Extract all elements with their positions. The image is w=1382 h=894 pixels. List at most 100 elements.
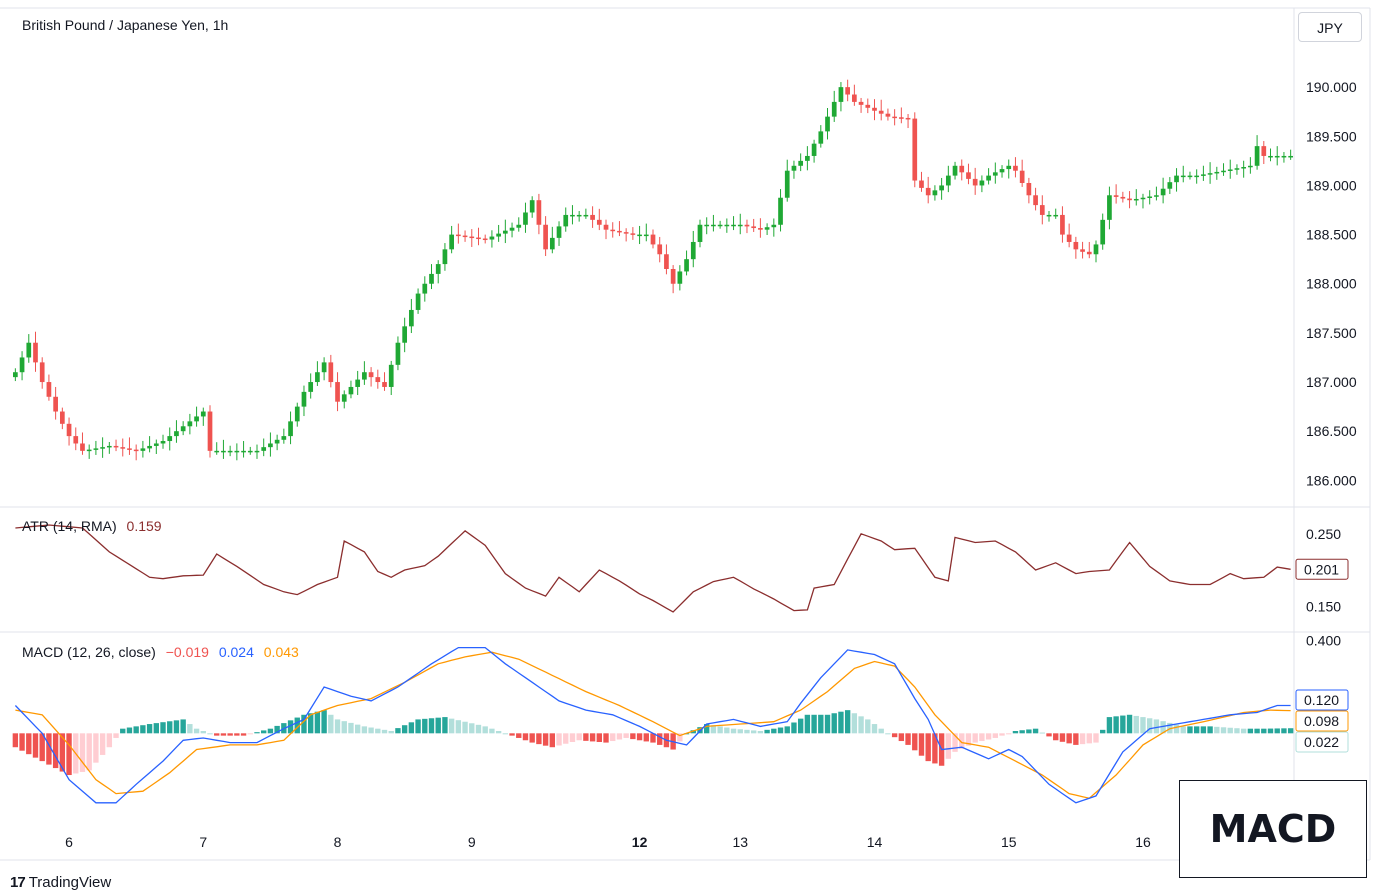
time-tick-label: 12	[632, 834, 648, 850]
histogram-bar	[1200, 726, 1207, 734]
histogram-bar	[240, 733, 247, 736]
candle-body	[1013, 165, 1018, 171]
footer[interactable]: 17 TradingView	[10, 872, 111, 892]
histogram-bar	[1180, 726, 1186, 734]
candle-body	[523, 212, 528, 225]
candle-body	[892, 116, 897, 119]
candle-body	[335, 382, 340, 402]
histogram-bar	[334, 719, 341, 734]
histogram-bar	[522, 733, 529, 741]
macd-last-badge-text: 0.120	[1304, 692, 1339, 708]
candle-body	[690, 241, 696, 260]
histogram-bar	[610, 733, 616, 742]
histogram-bar	[898, 733, 905, 742]
candle-body	[838, 87, 844, 102]
candle-body	[281, 436, 287, 440]
histogram-bar	[1140, 717, 1146, 734]
histogram-bar	[972, 733, 978, 743]
candle-body	[66, 423, 72, 437]
histogram-bar	[1160, 721, 1166, 734]
histogram-bar	[1173, 724, 1180, 734]
candle-body	[241, 450, 246, 453]
histogram-bar	[247, 733, 253, 735]
candle-body	[415, 293, 421, 310]
candle-body	[919, 180, 924, 188]
candle-body	[489, 236, 495, 240]
histogram-bar	[509, 733, 515, 736]
candle-body	[825, 116, 830, 132]
atr-value: 0.159	[127, 518, 162, 534]
candle-body	[1100, 219, 1106, 245]
candle-body	[932, 190, 938, 196]
candle-body	[1107, 195, 1112, 220]
candle-body	[717, 224, 723, 227]
macd-pane[interactable]	[12, 646, 1294, 804]
histogram-bar	[435, 717, 441, 734]
histogram-bar	[1093, 733, 1099, 743]
candle-body	[939, 185, 944, 191]
histogram-bar	[603, 733, 609, 743]
chart-title: British Pound / Japanese Yen, 1h	[22, 17, 228, 33]
candle-body	[153, 443, 159, 446]
candle-body	[590, 214, 595, 220]
histogram-bar	[93, 733, 99, 763]
candle-body	[912, 118, 918, 181]
candle-body	[905, 117, 911, 120]
candle-body	[1086, 251, 1092, 255]
histogram-bar	[113, 733, 119, 738]
histogram-bar	[388, 731, 394, 734]
atr-pane[interactable]	[15, 524, 1291, 613]
histogram-bar	[133, 726, 139, 734]
histogram-bar	[308, 713, 314, 734]
histogram-bar	[858, 716, 864, 734]
candle-body	[106, 445, 112, 448]
candle-body	[1154, 195, 1159, 197]
histogram-bar	[1187, 726, 1193, 734]
candle-body	[476, 237, 481, 240]
candle-body	[677, 271, 683, 284]
candle-body	[247, 450, 253, 453]
candle-body	[456, 234, 461, 237]
histogram-bar	[1220, 727, 1227, 734]
candle-body	[657, 244, 663, 255]
candle-body	[570, 214, 575, 217]
candle-body	[469, 236, 475, 239]
candle-body	[1046, 214, 1052, 217]
candle-body	[872, 107, 877, 111]
price-tick-label: 187.000	[1306, 374, 1357, 390]
candle-body	[543, 224, 548, 250]
candle-body	[73, 436, 79, 444]
candle-body	[442, 249, 448, 265]
candle-body	[1006, 165, 1012, 170]
histogram-bar	[1120, 715, 1126, 734]
price-pane[interactable]	[13, 79, 1293, 461]
currency-button[interactable]: JPY	[1298, 12, 1362, 42]
histogram-bar	[287, 720, 294, 734]
candle-body	[845, 87, 850, 95]
candle-body	[778, 197, 783, 225]
histogram-bar	[422, 718, 428, 734]
candle-body	[268, 443, 273, 448]
candle-body	[972, 178, 978, 186]
price-tick-label: 190.000	[1306, 79, 1357, 95]
histogram-bar	[1006, 733, 1012, 735]
histogram-bar	[1126, 714, 1133, 734]
candle-body	[462, 235, 468, 238]
candle-body	[751, 226, 757, 229]
histogram-bar	[173, 720, 180, 734]
candle-body	[1080, 249, 1085, 252]
atr-name: ATR (14, RMA)	[22, 518, 117, 534]
candle-body	[999, 169, 1005, 173]
candle-body	[596, 219, 602, 225]
candle-body	[93, 448, 99, 450]
histogram-bar	[395, 728, 401, 734]
candle-body	[1234, 168, 1240, 170]
histogram-bar	[1214, 726, 1220, 734]
candle-body	[1127, 198, 1132, 201]
histogram-bar	[744, 729, 750, 734]
histogram-bar	[341, 721, 347, 734]
candle-body	[959, 165, 965, 173]
candle-body	[86, 449, 92, 452]
candle-body	[858, 101, 864, 105]
histogram-bar	[1287, 728, 1294, 734]
